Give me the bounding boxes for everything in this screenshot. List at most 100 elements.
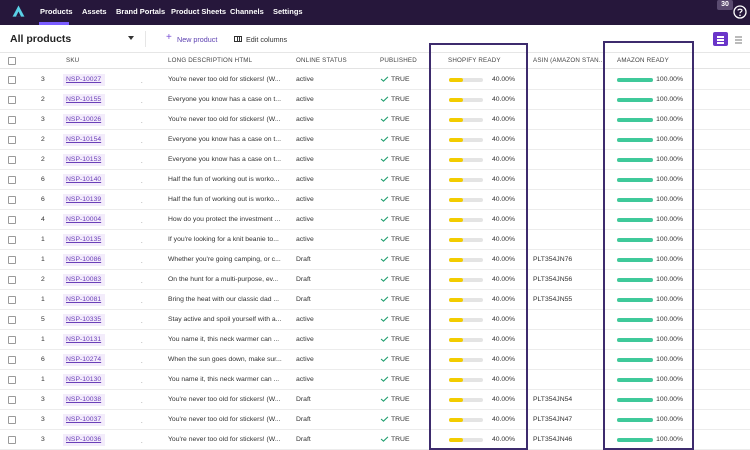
row-checkbox[interactable]: [8, 196, 16, 204]
amazon-progress-fill: [617, 258, 653, 262]
row-checkbox[interactable]: [8, 96, 16, 104]
amazon-progress-fill: [617, 418, 653, 422]
table-row[interactable]: 3 NSP-10038. You're never too old for stic…: [0, 390, 750, 410]
amazon-progress-fill: [617, 318, 653, 322]
table-row[interactable]: 3 NSP-10026. You're never too old for stic…: [0, 110, 750, 130]
view-selector[interactable]: All products: [10, 33, 72, 45]
table-row[interactable]: 2 NSP-10153. Everyone you know has a case …: [0, 150, 750, 170]
row-checkbox[interactable]: [8, 76, 16, 84]
column-header-shopify-ready[interactable]: SHOPIFY READY: [448, 57, 501, 64]
sku-link[interactable]: NSP-10036: [66, 436, 102, 443]
table-row[interactable]: 3 NSP-10037. You're never too old for stic…: [0, 410, 750, 430]
nav-brand-portals[interactable]: Brand Portals: [116, 7, 166, 16]
grid-view-toggle-icon[interactable]: [731, 32, 746, 46]
table-row[interactable]: 3 NSP-10027. You're never too old for stic…: [0, 70, 750, 90]
column-header-published[interactable]: PUBLISHED: [380, 57, 417, 64]
table-row[interactable]: 1 NSP-10130. You name it, this neck warmer…: [0, 370, 750, 390]
sku-link[interactable]: NSP-10135: [66, 236, 102, 243]
amazon-progress-bar: [617, 378, 653, 382]
sku-link[interactable]: NSP-10130: [66, 376, 102, 383]
table-row[interactable]: 1 NSP-10131. You name it, this neck warmer…: [0, 330, 750, 350]
table-row[interactable]: 6 NSP-10139. Half the fun of working out i…: [0, 190, 750, 210]
column-header-long-description[interactable]: LONG DESCRIPTION HTML: [168, 57, 253, 64]
sku-link[interactable]: NSP-10004: [66, 216, 102, 223]
table-row[interactable]: 1 NSP-10135. If you're looking for a knit …: [0, 230, 750, 250]
sku-link[interactable]: NSP-10153: [66, 156, 102, 163]
sku-link[interactable]: NSP-10026: [66, 116, 102, 123]
row-checkbox[interactable]: [8, 316, 16, 324]
notification-badge[interactable]: 30: [717, 0, 733, 10]
sku-link[interactable]: NSP-10037: [66, 416, 102, 423]
amazon-ready-value: 100.00%: [656, 136, 683, 143]
nav-assets[interactable]: Assets: [82, 7, 107, 16]
table-row[interactable]: 2 NSP-10083. On the hunt for a multi-purpo…: [0, 270, 750, 290]
table-row[interactable]: 1 NSP-10081. Bring the heat with our class…: [0, 290, 750, 310]
row-checkbox[interactable]: [8, 156, 16, 164]
row-checkbox[interactable]: [8, 136, 16, 144]
table-row[interactable]: 5 NSP-10335. Stay active and spoil yoursel…: [0, 310, 750, 330]
row-checkbox[interactable]: [8, 276, 16, 284]
sku-highlight: [63, 394, 105, 406]
row-checkbox[interactable]: [8, 116, 16, 124]
nav-settings[interactable]: Settings: [273, 7, 303, 16]
column-header-online-status[interactable]: ONLINE STATUS: [296, 57, 347, 64]
sku-link[interactable]: NSP-10140: [66, 176, 102, 183]
table-row[interactable]: 6 NSP-10274. When the sun goes down, make …: [0, 350, 750, 370]
new-product-button[interactable]: + New product: [166, 32, 217, 44]
asin-value: PLT354JN47: [533, 416, 573, 423]
sku-link[interactable]: NSP-10274: [66, 356, 102, 363]
row-checkbox[interactable]: [8, 176, 16, 184]
sku-link[interactable]: NSP-10131: [66, 336, 102, 343]
row-checkbox[interactable]: [8, 376, 16, 384]
column-header-amazon-ready[interactable]: AMAZON READY: [617, 57, 669, 64]
table-row[interactable]: 2 NSP-10154. Everyone you know has a case …: [0, 130, 750, 150]
table-row[interactable]: 1 NSP-10086. Whether you're going camping,…: [0, 250, 750, 270]
check-icon: [380, 176, 389, 182]
sku-link[interactable]: NSP-10083: [66, 276, 102, 283]
chevron-down-icon[interactable]: [128, 36, 134, 40]
row-checkbox[interactable]: [8, 416, 16, 424]
row-checkbox[interactable]: [8, 396, 16, 404]
truncation-dot: .: [141, 179, 143, 185]
sku-link[interactable]: NSP-10086: [66, 256, 102, 263]
row-checkbox[interactable]: [8, 236, 16, 244]
sku-highlight: [63, 274, 105, 286]
select-all-checkbox[interactable]: [8, 57, 16, 65]
row-checkbox[interactable]: [8, 256, 16, 264]
shopify-progress-fill: [449, 138, 463, 142]
row-checkbox[interactable]: [8, 336, 16, 344]
shopify-progress-fill: [449, 98, 463, 102]
column-header-asin[interactable]: ASIN (AMAZON STAN...: [533, 57, 605, 64]
table-row[interactable]: 2 NSP-10155. Everyone you know has a case …: [0, 90, 750, 110]
edit-columns-button[interactable]: Edit columns: [246, 35, 288, 44]
sku-link[interactable]: NSP-10155: [66, 96, 102, 103]
nav-product-sheets[interactable]: Product Sheets: [171, 7, 227, 16]
online-status: active: [296, 196, 314, 203]
column-header-sku[interactable]: SKU: [66, 57, 80, 64]
row-checkbox[interactable]: [8, 356, 16, 364]
sku-link[interactable]: NSP-10081: [66, 296, 102, 303]
row-checkbox[interactable]: [8, 216, 16, 224]
sku-link[interactable]: NSP-10335: [66, 316, 102, 323]
table-row[interactable]: 4 NSP-10004. How do you protect the invest…: [0, 210, 750, 230]
nav-products[interactable]: Products: [40, 7, 73, 16]
sku-link[interactable]: NSP-10038: [66, 396, 102, 403]
amazon-progress-fill: [617, 238, 653, 242]
sku-link[interactable]: NSP-10154: [66, 136, 102, 143]
table-row[interactable]: 6 NSP-10140. Half the fun of working out i…: [0, 170, 750, 190]
table-view-toggle-icon[interactable]: [713, 32, 728, 46]
sku-link[interactable]: NSP-10139: [66, 196, 102, 203]
columns-icon[interactable]: [234, 36, 242, 42]
row-checkbox[interactable]: [8, 296, 16, 304]
amazon-progress-fill: [617, 118, 653, 122]
truncation-dot: .: [141, 159, 143, 165]
nav-channels[interactable]: Channels: [230, 7, 264, 16]
app-logo-icon[interactable]: [10, 3, 27, 20]
long-description: How do you protect the investment ...: [168, 216, 281, 223]
row-checkbox[interactable]: [8, 436, 16, 444]
amazon-progress-bar: [617, 398, 653, 402]
help-icon[interactable]: [733, 5, 747, 19]
sku-link[interactable]: NSP-10027: [66, 76, 102, 83]
table-row[interactable]: 3 NSP-10036. You're never too old for stic…: [0, 430, 750, 450]
amazon-progress-fill: [617, 398, 653, 402]
